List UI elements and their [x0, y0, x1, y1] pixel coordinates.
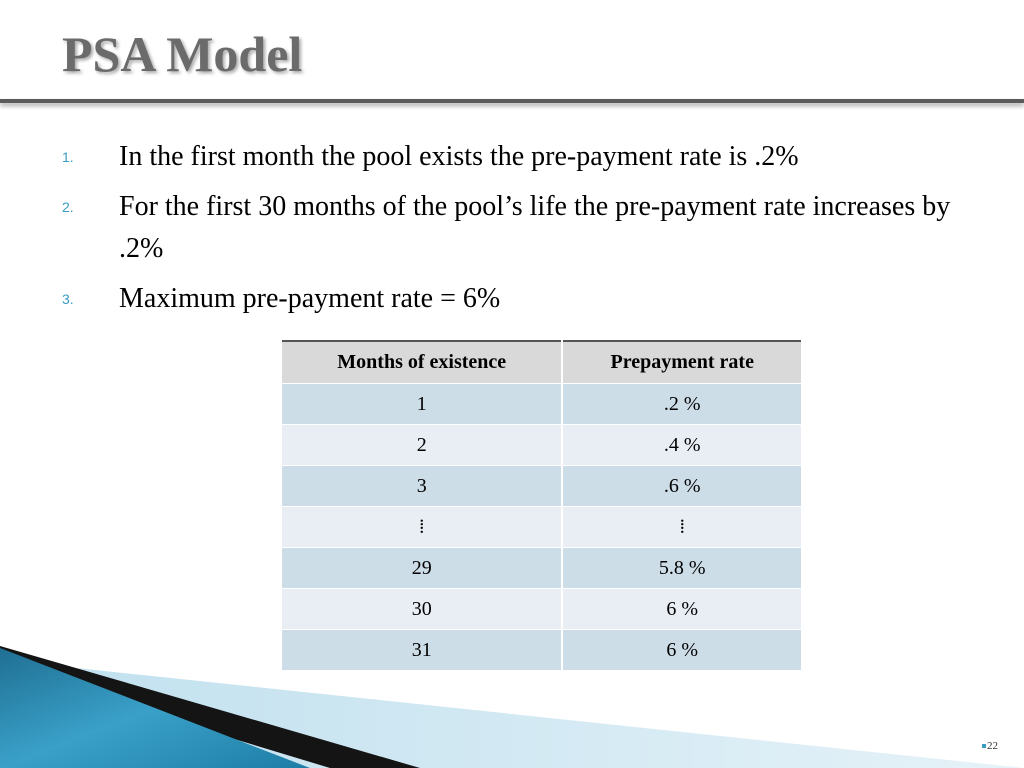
page-number-text: 22 [987, 740, 998, 752]
list-item: 3. Maximum pre-payment rate = 6% [62, 278, 982, 320]
table-cell-months: 30 [282, 588, 564, 630]
table-cell-rate: .2 % [562, 383, 801, 425]
list-text: Maximum pre-payment rate = 6% [119, 283, 501, 314]
table-cell-rate: .4 % [562, 424, 801, 466]
table-cell-rate: 6 % [562, 629, 801, 671]
table-row: 2 .4 % [282, 424, 801, 466]
table-row: 29 5.8 % [282, 547, 801, 589]
slide-title: PSA Model [62, 26, 303, 82]
swoosh-blue [0, 648, 310, 768]
swoosh-dark [0, 646, 420, 768]
list-number: 1. [62, 149, 74, 165]
title-divider [0, 99, 1024, 103]
list-item: 2. For the first 30 months of the pool’s… [62, 186, 982, 270]
table-cell-months: ⁞ [282, 506, 564, 548]
table-cell-months: 3 [282, 465, 564, 507]
list-number: 2. [62, 199, 74, 215]
table-row: 30 6 % [282, 588, 801, 630]
list-item: 1. In the first month the pool exists th… [62, 136, 982, 178]
table-cell-rate: ⁞ [562, 506, 801, 548]
column-header-months: Months of existence [282, 340, 564, 384]
table-cell-rate: 6 % [562, 588, 801, 630]
list-text: For the first 30 months of the pool’s li… [119, 191, 951, 264]
table-row: 31 6 % [282, 629, 801, 671]
table-cell-rate: .6 % [562, 465, 801, 507]
table-cell-months: 31 [282, 629, 564, 671]
column-header-rate: Prepayment rate [562, 340, 801, 384]
table-row: 3 .6 % [282, 465, 801, 507]
prepayment-table: Months of existence Prepayment rate 1 .2… [282, 340, 801, 671]
list-text: In the first month the pool exists the p… [119, 141, 799, 172]
table-header-row: Months of existence Prepayment rate [282, 340, 801, 384]
decorative-swoosh [0, 646, 1024, 768]
table-row: ⁞ ⁞ [282, 506, 801, 548]
table-cell-rate: 5.8 % [562, 547, 801, 589]
page-number: 22 [982, 740, 998, 752]
table-cell-months: 29 [282, 547, 564, 589]
table-cell-months: 2 [282, 424, 564, 466]
bullet-square-icon [982, 744, 986, 749]
bullet-list: 1. In the first month the pool exists th… [62, 136, 982, 328]
table-cell-months: 1 [282, 383, 564, 425]
table-row: 1 .2 % [282, 383, 801, 425]
list-number: 3. [62, 291, 74, 307]
